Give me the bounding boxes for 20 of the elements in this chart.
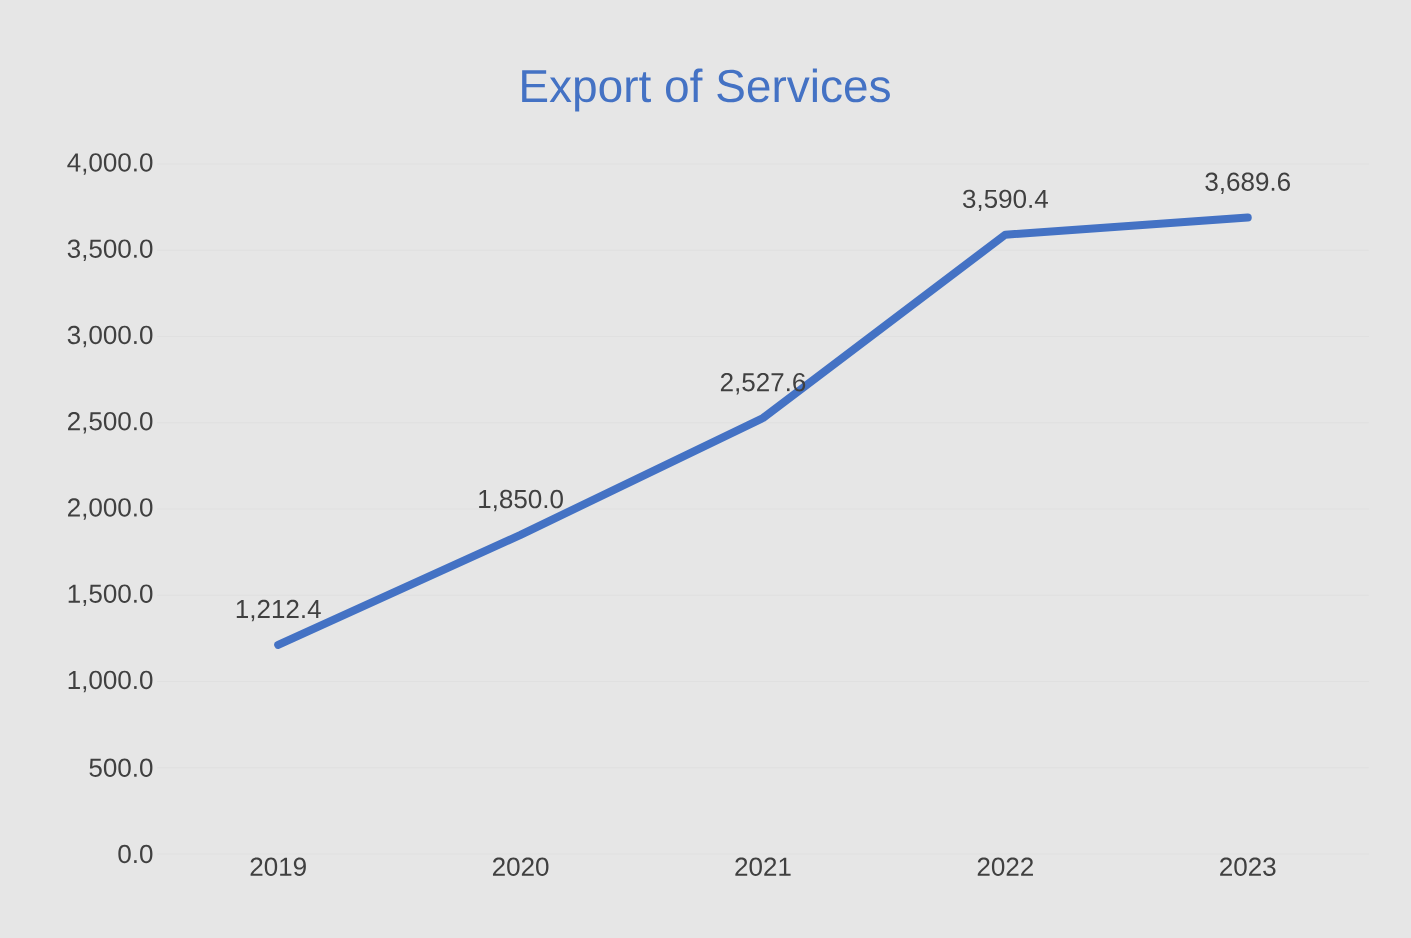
x-tick-label: 2023: [1220, 857, 1276, 876]
data-label: 1,850.0: [479, 489, 563, 512]
y-tick-label: 2,500.0: [68, 412, 153, 434]
data-label: 3,689.6: [1205, 172, 1290, 195]
y-tick-label: 4,000.0: [67, 153, 153, 175]
y-tick-label: 0.0: [118, 844, 153, 864]
y-tick-label: 1,000.0: [68, 670, 153, 693]
data-label: 3,590.4: [962, 189, 1048, 212]
x-tick-label: 2020: [492, 857, 549, 876]
y-tick-label: 3,000.0: [67, 325, 153, 348]
data-label: 2,527.6: [720, 372, 806, 395]
chart-title: Export of Services: [522, 68, 890, 112]
x-tick-label: 2022: [977, 857, 1033, 876]
y-tick-label: 2,000.0: [68, 498, 153, 520]
data-label: 1,212.4: [236, 599, 321, 622]
y-tick-label: 1,500.0: [68, 584, 153, 606]
y-tick-label: 500.0: [89, 758, 153, 777]
x-tick-label: 2021: [735, 857, 791, 876]
x-tick-label: 2019: [250, 857, 306, 876]
y-tick-label: 3,500.0: [67, 239, 153, 261]
